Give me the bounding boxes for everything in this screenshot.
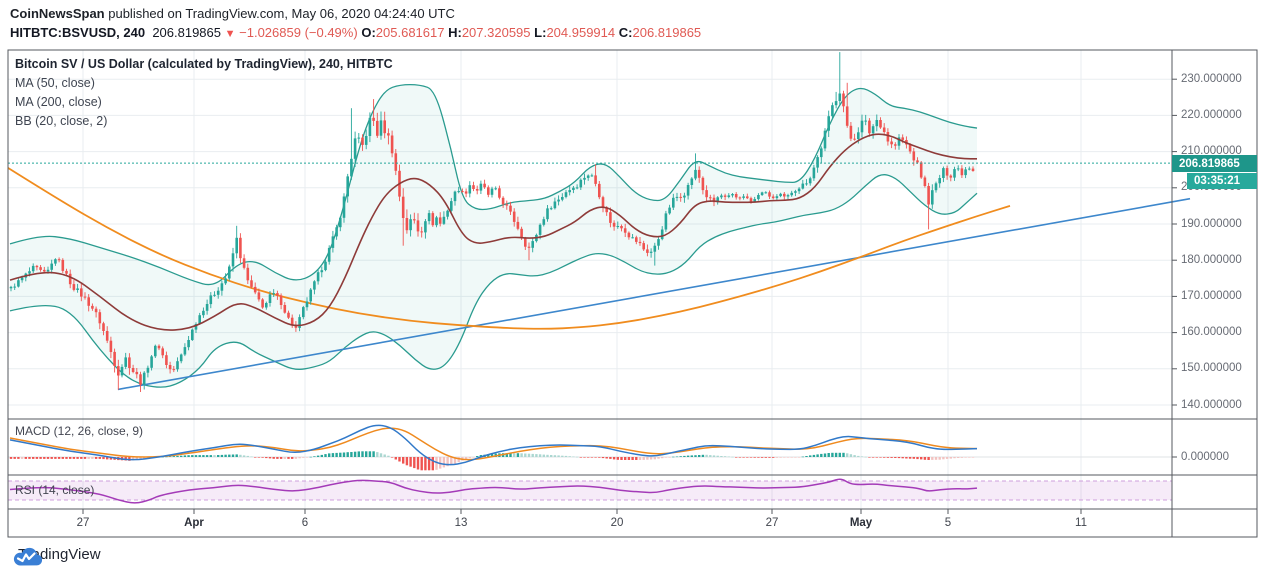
- price-axis-tick: 230.000000: [1181, 72, 1242, 85]
- price-axis-tick: 180.000000: [1181, 253, 1242, 266]
- ohlc-value: 206.819865: [632, 25, 702, 40]
- price-axis-tick: 220.000000: [1181, 108, 1242, 121]
- legend-item: MA (200, close): [15, 95, 102, 109]
- tradingview-cloud-icon: [13, 547, 42, 566]
- time-axis-tick: 11: [1075, 517, 1087, 529]
- last-price-badge: 206.819865: [1172, 155, 1257, 172]
- ohlc-label: C: [618, 25, 629, 40]
- change-arrow-icon: ▼: [224, 28, 236, 40]
- ohlc-values: O:205.681617 H:207.320595 L:204.959914 C…: [361, 25, 702, 40]
- price-axis-tick: 170.000000: [1181, 289, 1242, 302]
- price-axis-tick: 140.000000: [1181, 398, 1242, 411]
- ohlc-label: L: [534, 25, 543, 40]
- tradingview-logo[interactable]: TradingView: [12, 546, 101, 566]
- time-axis-tick: 6: [301, 517, 309, 529]
- ticker-row: HITBTC:BSVUSD, 240 206.819865 ▼ −1.02685…: [10, 25, 701, 40]
- price-axis-tick: 160.000000: [1181, 326, 1242, 339]
- chart-legend: Bitcoin SV / US Dollar (calculated by Tr…: [15, 55, 393, 131]
- price-axis-tick: 150.000000: [1181, 362, 1242, 375]
- macd-axis-zero: 0.000000: [1181, 451, 1229, 463]
- ticker-symbol: HITBTC:BSVUSD, 240: [10, 25, 146, 40]
- time-axis-tick: 27: [765, 517, 779, 529]
- time-axis-tick: 20: [610, 517, 624, 529]
- legend-title: Bitcoin SV / US Dollar (calculated by Tr…: [15, 57, 393, 71]
- ohlc-value: 204.959914: [546, 25, 616, 40]
- macd-label: MACD (12, 26, close, 9): [15, 424, 144, 438]
- bar-countdown-badge: 03:35:21: [1187, 173, 1257, 189]
- time-axis-tick: Apr: [184, 517, 204, 529]
- price-axis-tick: 210.000000: [1181, 145, 1242, 158]
- time-axis-tick: May: [849, 517, 873, 529]
- time-axis-tick: 13: [454, 517, 468, 529]
- last-price: 206.819865: [152, 25, 221, 40]
- byline-text: published on TradingView.com, May 06, 20…: [104, 6, 455, 21]
- legend-item: BB (20, close, 2): [15, 114, 108, 128]
- legend-item: MA (50, close): [15, 76, 95, 90]
- time-axis-tick: 27: [76, 517, 90, 529]
- time-axis-tick: 5: [944, 517, 952, 529]
- price-axis-tick: 190.000000: [1181, 217, 1242, 230]
- rsi-label: RSI (14, close): [15, 483, 95, 497]
- ohlc-label: H: [448, 25, 458, 40]
- price-change: −1.026859 (−0.49%): [239, 25, 358, 40]
- byline-author: CoinNewsSpan: [10, 6, 105, 21]
- byline: CoinNewsSpan published on TradingView.co…: [10, 6, 455, 21]
- ohlc-value: 205.681617: [375, 25, 445, 40]
- ohlc-label: O: [361, 25, 372, 40]
- ohlc-value: 207.320595: [461, 25, 531, 40]
